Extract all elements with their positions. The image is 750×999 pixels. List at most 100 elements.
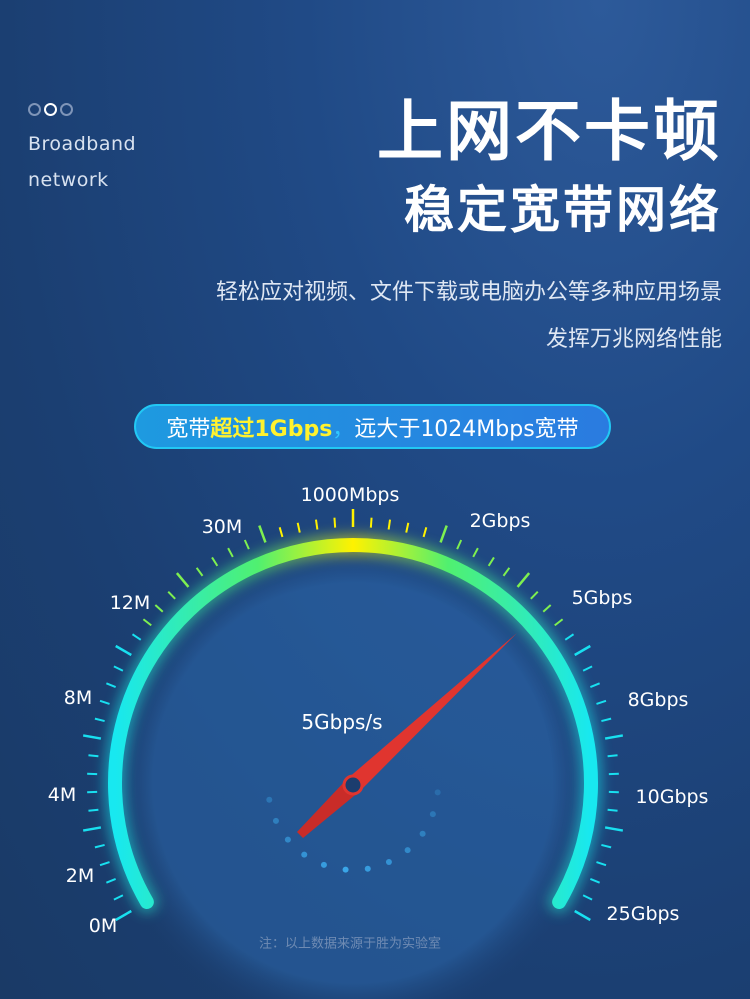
inner-dot: [272, 817, 279, 824]
gauge-tick: [88, 754, 99, 758]
gauge-tick: [542, 604, 552, 613]
gauge-tick: [422, 527, 428, 538]
gauge-tick: [94, 843, 105, 849]
gauge-label: 4M: [47, 784, 77, 806]
gauge-tick: [574, 644, 591, 657]
gauge-tick: [502, 567, 511, 577]
gauge-tick: [175, 572, 190, 588]
gauge-tick: [82, 734, 102, 740]
gauge-label: 12M: [109, 592, 151, 614]
speed-reading: 5Gbps/s: [301, 710, 383, 734]
gauge-tick: [333, 517, 337, 528]
gauge-tick: [258, 525, 267, 543]
gauge-tick: [113, 894, 124, 901]
gauge-tick: [94, 717, 105, 723]
inner-dot: [284, 836, 291, 843]
gauge-tick: [115, 644, 132, 657]
gauge-tick: [113, 665, 124, 672]
gauge-tick: [607, 808, 618, 812]
gauge-tick: [601, 843, 612, 849]
inner-dot: [320, 861, 327, 868]
english-label-2: network: [28, 169, 109, 191]
gauge-glow: [103, 533, 603, 999]
gauge-tick: [314, 519, 319, 530]
gauge-tick: [582, 894, 593, 901]
needle-tail: [297, 779, 360, 838]
gauge-tick: [574, 909, 591, 922]
gauge-tick: [601, 717, 612, 723]
banner-comma: ，: [332, 416, 355, 442]
gauge-tick: [564, 633, 575, 641]
english-label-1: Broadband: [28, 133, 137, 155]
footnote: 注：以上数据来源于胜为实验室: [258, 936, 442, 952]
inner-dot: [301, 851, 308, 858]
gauge-tick: [278, 527, 284, 538]
gauge-label: 8M: [63, 687, 93, 709]
gauge-tick: [472, 547, 479, 558]
inner-dot: [364, 865, 371, 872]
gauge-tick: [167, 590, 176, 600]
gauge-tick: [589, 877, 601, 884]
gauge-tick: [88, 808, 99, 812]
gauge-label: 2Gbps: [469, 510, 531, 532]
gauge-tick: [596, 861, 607, 867]
needle-pivot: [342, 774, 364, 796]
gauge-tick: [582, 665, 593, 672]
banner-text-2: 远大于1024Mbps宽带: [354, 416, 579, 442]
gauge-tick: [105, 877, 117, 884]
page-dot[interactable]: [60, 103, 73, 116]
speed-banner: 宽带 超过1Gbps，远大于1024Mbps宽带: [134, 404, 611, 449]
inner-dot: [266, 796, 273, 803]
gauge-tick: [439, 525, 448, 543]
inner-dot: [419, 830, 426, 837]
gauge-tick: [115, 909, 132, 922]
gauge-ticks: [82, 509, 624, 922]
page-dot[interactable]: [28, 103, 41, 116]
banner-text: 宽带: [166, 416, 211, 442]
inner-dot: [404, 847, 411, 854]
banner-highlight: 超过1Gbps: [210, 416, 333, 442]
gauge-tick: [131, 633, 142, 641]
gauge-needle: [347, 633, 517, 791]
gauge-label: 8Gbps: [627, 689, 689, 711]
gauge-tick: [243, 539, 250, 550]
gauge-label: 10Gbps: [635, 786, 709, 808]
gauge-tick: [387, 519, 392, 530]
gauge-tick: [604, 826, 624, 832]
gauge-tick: [554, 618, 564, 627]
gauge-tick: [369, 517, 373, 528]
description-line-2: 发挥万兆网络性能: [545, 327, 722, 352]
inner-dot: [385, 859, 392, 866]
gauge-tick: [405, 522, 410, 533]
pagination-dots: [28, 103, 73, 116]
gauge-label: 30M: [201, 516, 243, 538]
gauge-tick: [211, 556, 219, 567]
gauge-tick: [589, 682, 601, 689]
inner-dot: [429, 811, 436, 818]
gauge-label: 5Gbps: [571, 587, 633, 609]
gauge-tick: [487, 556, 495, 567]
gauge-label: 0M: [88, 915, 118, 937]
gauge-tick: [516, 572, 531, 588]
description-line-1: 轻松应对视频、文件下载或电脑办公等多种应用场景: [215, 280, 722, 305]
inner-dot: [434, 789, 441, 796]
gauge-tick: [530, 590, 539, 600]
gauge-label: 1000Mbps: [300, 484, 400, 506]
gauge-label: 2M: [65, 865, 95, 887]
gauge-tick: [296, 522, 301, 533]
gauge-arc: [108, 538, 598, 909]
gauge-tick: [604, 734, 624, 740]
subheadline: 稳定宽带网络: [404, 181, 722, 239]
gauge-tick: [456, 539, 463, 550]
gauge-tick: [99, 861, 110, 867]
headline: 上网不卡顿: [377, 93, 722, 170]
gauge-tick: [195, 567, 204, 577]
page-dot-active[interactable]: [44, 103, 57, 116]
inner-dots: [266, 789, 441, 873]
gauge-tick: [227, 547, 234, 558]
gauge-tick: [596, 699, 607, 705]
gauge-tick: [154, 604, 164, 613]
inner-dot: [342, 866, 349, 873]
gauge-tick: [142, 618, 152, 627]
